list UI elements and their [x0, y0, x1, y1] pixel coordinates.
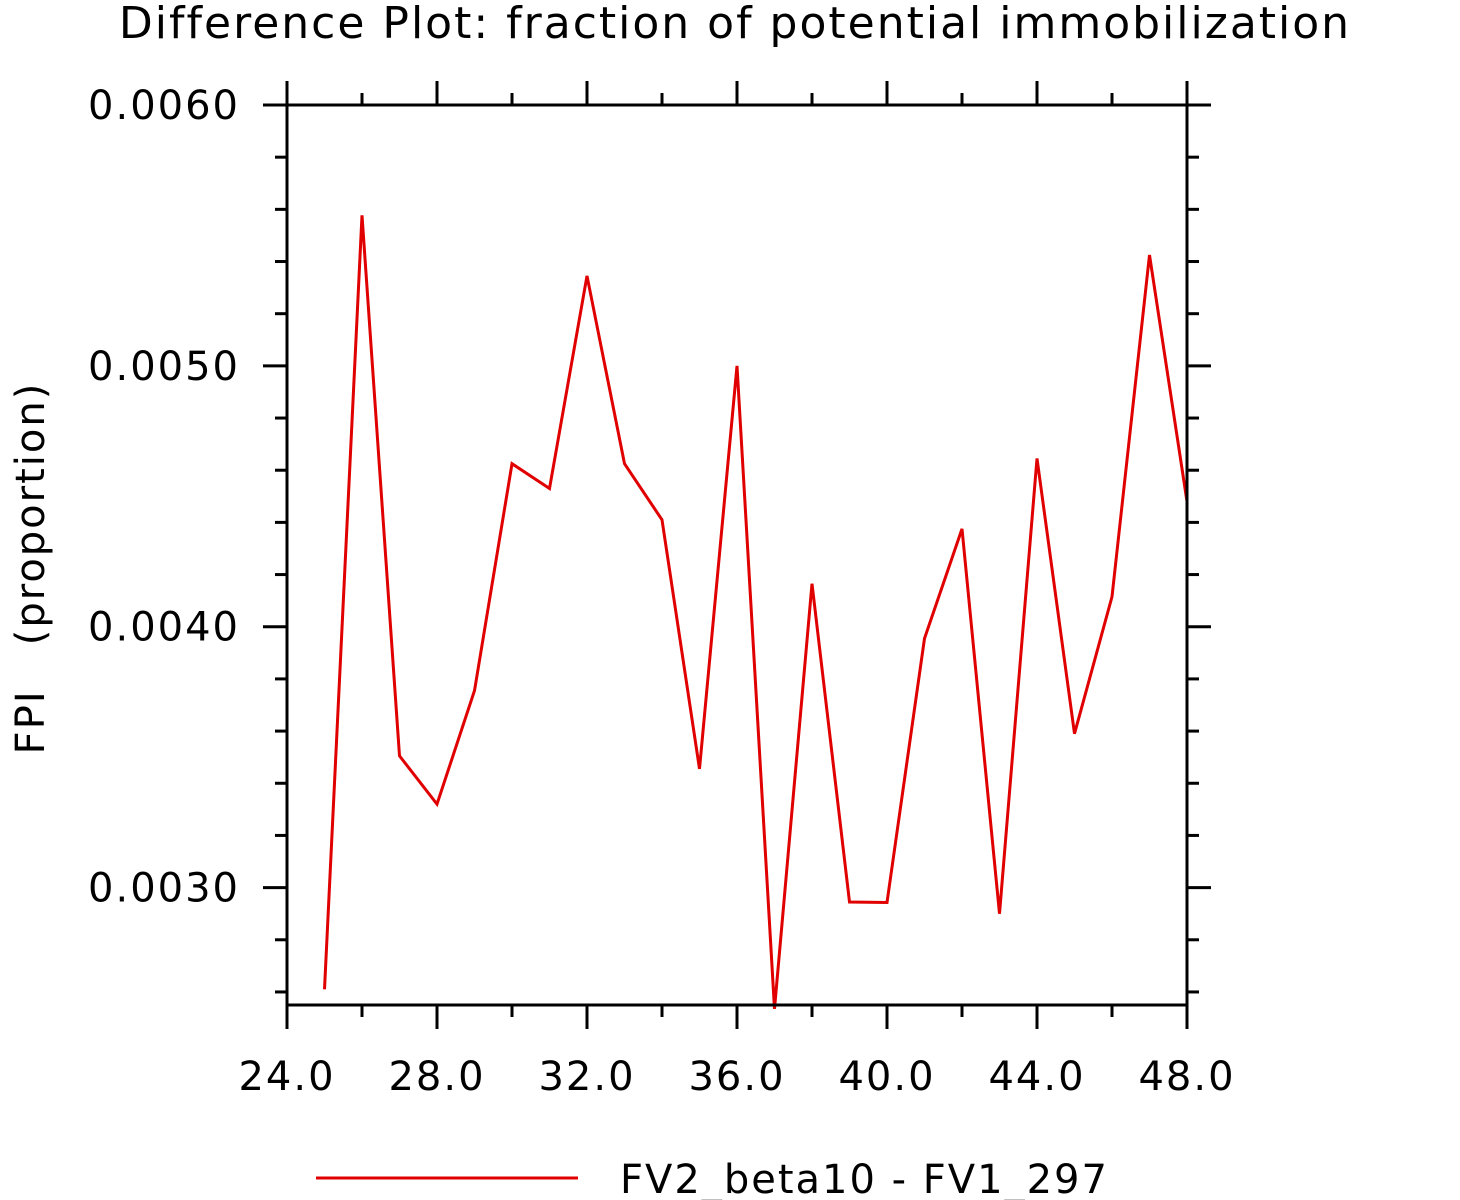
- legend: FV2_beta10 - FV1_297: [316, 1157, 1109, 1200]
- series-line: [323, 215, 1189, 1010]
- axis-tick-labels: 24.0 28.0 32.0 36.0 40.0 44.0 48.0 0.0030 0.0040…: [88, 83, 1235, 1100]
- y-tick-label: 0.0040: [88, 605, 240, 651]
- y-tick-label: 0.0050: [88, 344, 240, 390]
- y-axis-title: FPI (proportion): [8, 382, 54, 755]
- x-tick-label: 32.0: [538, 1054, 635, 1100]
- x-tick-label: 40.0: [838, 1054, 935, 1100]
- x-tick-label: 28.0: [388, 1054, 485, 1100]
- chart-title: Difference Plot: fraction of potential i…: [119, 0, 1351, 49]
- plot-series: [323, 215, 1189, 1010]
- axis-ticks: [263, 81, 1211, 1029]
- x-tick-label: 48.0: [1138, 1054, 1235, 1100]
- y-tick-label: 0.0060: [88, 83, 240, 129]
- x-tick-label: 36.0: [688, 1054, 785, 1100]
- x-tick-label: 44.0: [988, 1054, 1085, 1100]
- y-tick-label: 0.0030: [88, 866, 240, 912]
- plot-frame: [285, 103, 1189, 1007]
- x-tick-label: 24.0: [238, 1054, 335, 1100]
- legend-label: FV2_beta10 - FV1_297: [620, 1157, 1109, 1200]
